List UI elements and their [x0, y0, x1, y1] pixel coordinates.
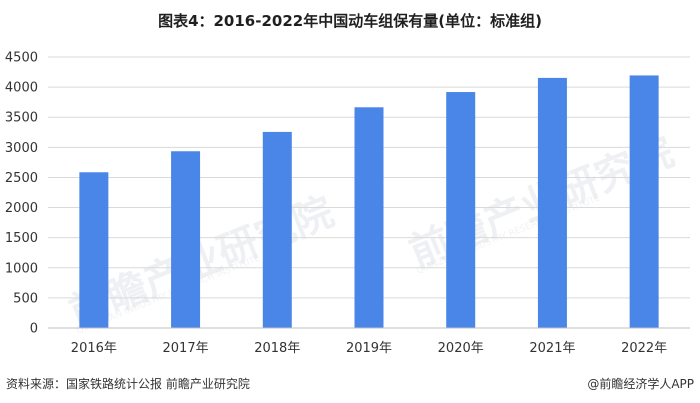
x-tick-label: 2021年 [529, 341, 575, 356]
bar [171, 151, 201, 328]
x-tick-label: 2020年 [438, 341, 484, 356]
bar [262, 131, 292, 328]
bar [79, 172, 109, 328]
x-tick-label: 2019年 [346, 341, 392, 356]
credit-note: @前瞻经济学人APP [587, 377, 694, 391]
bar [629, 75, 659, 328]
x-axis-ticks: 2016年 2017年 2018年 2019年 2020年 2021年 2022年 [71, 341, 667, 356]
bar [446, 92, 476, 328]
y-tick-label: 3500 [5, 111, 38, 126]
y-tick-label: 1000 [5, 261, 38, 276]
y-tick-label: 500 [13, 291, 38, 306]
bar [537, 77, 567, 328]
x-tick-label: 2022年 [621, 341, 667, 356]
x-tick-label: 2018年 [254, 341, 300, 356]
x-tick-label: 2016年 [71, 341, 117, 356]
y-tick-label: 1500 [5, 231, 38, 246]
x-tick-label: 2017年 [163, 341, 209, 356]
y-axis-ticks: 0 500 1000 1500 2000 2500 3000 3500 4000 4500 [5, 51, 38, 337]
y-tick-label: 4500 [5, 51, 38, 66]
y-tick-label: 2000 [5, 201, 38, 216]
source-note: 资料来源：国家铁路统计公报 前瞻产业研究院 [6, 377, 250, 391]
bar [354, 107, 384, 328]
y-tick-label: 0 [30, 322, 38, 337]
y-tick-label: 4000 [5, 81, 38, 96]
y-tick-label: 2500 [5, 171, 38, 186]
bars [79, 75, 659, 328]
y-tick-label: 3000 [5, 141, 38, 156]
chart-title: 图表4：2016-2022年中国动车组保有量(单位：标准组) [158, 12, 542, 30]
